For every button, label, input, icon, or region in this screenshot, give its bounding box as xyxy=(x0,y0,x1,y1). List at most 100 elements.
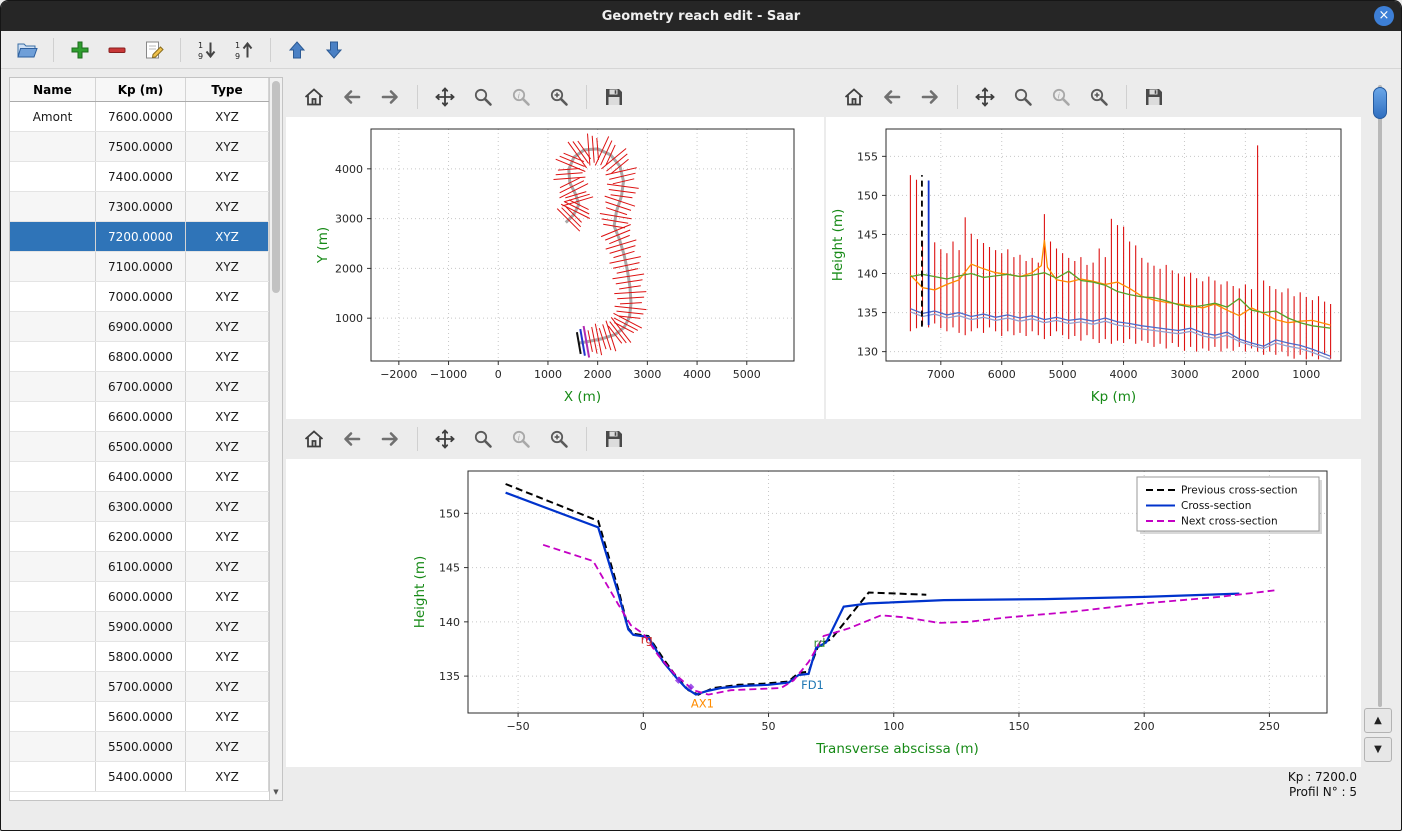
svg-text:155: 155 xyxy=(857,150,878,163)
open-file-icon[interactable] xyxy=(14,37,40,63)
table-row[interactable]: 5600.0000 XYZ xyxy=(10,702,269,732)
table-row[interactable]: 7400.0000 XYZ xyxy=(10,162,269,192)
table-scrollbar[interactable]: ▼ xyxy=(269,78,282,800)
cell-name xyxy=(10,522,96,551)
edit-cross-section-icon[interactable] xyxy=(141,37,167,63)
titlebar[interactable]: Geometry reach edit - Saar × xyxy=(1,1,1401,31)
cross-section-plot[interactable]: −50 0 50 100 150 200 250 135 140 145 150 rg AX1 rd FD1… xyxy=(286,459,1361,767)
cell-name xyxy=(10,732,96,761)
inspect-icon[interactable]: i xyxy=(508,84,534,110)
table-row[interactable]: 5400.0000 XYZ xyxy=(10,762,269,792)
table-row[interactable]: 5700.0000 XYZ xyxy=(10,672,269,702)
column-header-type[interactable]: Type xyxy=(186,78,269,101)
table-row[interactable]: 5900.0000 XYZ xyxy=(10,612,269,642)
zoom-rect-icon[interactable] xyxy=(1086,84,1112,110)
svg-text:4000: 4000 xyxy=(683,368,711,381)
svg-text:Height (m): Height (m) xyxy=(830,209,846,282)
svg-text:rg: rg xyxy=(641,633,653,647)
svg-text:2000: 2000 xyxy=(584,368,612,381)
svg-text:4000: 4000 xyxy=(335,163,363,176)
table-row[interactable]: 6200.0000 XYZ xyxy=(10,522,269,552)
save-icon[interactable] xyxy=(601,426,627,452)
table-row[interactable]: 7000.0000 XYZ xyxy=(10,282,269,312)
zoom-icon[interactable] xyxy=(470,426,496,452)
save-icon[interactable] xyxy=(601,84,627,110)
profile-position-slider[interactable] xyxy=(1372,85,1388,707)
table-row[interactable]: 6100.0000 XYZ xyxy=(10,552,269,582)
column-header-name[interactable]: Name xyxy=(10,78,96,101)
home-icon[interactable] xyxy=(841,84,867,110)
cell-kp: 6300.0000 xyxy=(96,492,186,521)
column-header-kp[interactable]: Kp (m) xyxy=(96,78,186,101)
move-up-icon[interactable] xyxy=(284,37,310,63)
table-row[interactable]: Amont 7600.0000 XYZ xyxy=(10,102,269,132)
plan-view-plot[interactable]: −2000 −1000 0 1000 2000 3000 4000 5000 1000 2000 3… xyxy=(286,117,824,419)
table-row[interactable]: 6600.0000 XYZ xyxy=(10,402,269,432)
zoom-icon[interactable] xyxy=(470,84,496,110)
table-scroll-down-button[interactable]: ▼ xyxy=(273,788,279,796)
home-icon[interactable] xyxy=(301,426,327,452)
slider-track[interactable] xyxy=(1378,85,1382,707)
svg-text:150: 150 xyxy=(1008,720,1029,733)
table-row[interactable]: 7100.0000 XYZ xyxy=(10,252,269,282)
table-row[interactable]: 6900.0000 XYZ xyxy=(10,312,269,342)
table-row[interactable]: 7300.0000 XYZ xyxy=(10,192,269,222)
table-row[interactable]: 6500.0000 XYZ xyxy=(10,432,269,462)
zoom-rect-icon[interactable] xyxy=(546,84,572,110)
pan-icon[interactable] xyxy=(972,84,998,110)
table-row[interactable]: 7200.0000 XYZ xyxy=(10,222,269,252)
pan-icon[interactable] xyxy=(432,84,458,110)
table-row[interactable]: 7500.0000 XYZ xyxy=(10,132,269,162)
previous-profile-button[interactable]: ▲ xyxy=(1364,708,1392,733)
save-icon[interactable] xyxy=(1141,84,1167,110)
svg-text:−50: −50 xyxy=(506,720,529,733)
table-row[interactable]: 6800.0000 XYZ xyxy=(10,342,269,372)
home-icon[interactable] xyxy=(301,84,327,110)
toolbar-separator xyxy=(53,37,54,62)
forward-icon[interactable] xyxy=(917,84,943,110)
svg-text:135: 135 xyxy=(439,670,460,683)
svg-text:140: 140 xyxy=(857,268,878,281)
move-down-icon[interactable] xyxy=(321,37,347,63)
plan-figure: −2000 −1000 0 1000 2000 3000 4000 5000 1000 2000 3… xyxy=(286,117,824,419)
inspect-icon[interactable]: i xyxy=(508,426,534,452)
table-row[interactable]: 6300.0000 XYZ xyxy=(10,492,269,522)
table-scrollbar-thumb[interactable] xyxy=(272,81,280,293)
cell-kp: 5500.0000 xyxy=(96,732,186,761)
cell-name xyxy=(10,462,96,491)
pan-icon[interactable] xyxy=(432,426,458,452)
back-icon[interactable] xyxy=(879,84,905,110)
svg-text:9: 9 xyxy=(198,52,203,61)
cell-kp: 7300.0000 xyxy=(96,192,186,221)
forward-icon[interactable] xyxy=(377,426,403,452)
back-icon[interactable] xyxy=(339,84,365,110)
table-row[interactable]: 6400.0000 XYZ xyxy=(10,462,269,492)
close-icon[interactable]: × xyxy=(1374,6,1394,26)
cell-kp: 6800.0000 xyxy=(96,342,186,371)
profile-view-plot[interactable]: 7000 6000 5000 4000 3000 2000 1000 130 135 140 145… xyxy=(826,117,1361,419)
next-profile-button[interactable]: ▼ xyxy=(1364,737,1392,762)
cell-kp: 6600.0000 xyxy=(96,402,186,431)
cell-kp: 6000.0000 xyxy=(96,582,186,611)
zoom-rect-icon[interactable] xyxy=(546,426,572,452)
table-row[interactable]: 5800.0000 XYZ xyxy=(10,642,269,672)
table-row[interactable]: 6700.0000 XYZ xyxy=(10,372,269,402)
back-icon[interactable] xyxy=(339,426,365,452)
svg-text:Cross-section: Cross-section xyxy=(1181,500,1251,512)
cell-name xyxy=(10,342,96,371)
add-cross-section-icon[interactable] xyxy=(67,37,93,63)
slider-thumb[interactable] xyxy=(1373,87,1387,119)
forward-icon[interactable] xyxy=(377,84,403,110)
table-row[interactable]: 5500.0000 XYZ xyxy=(10,732,269,762)
table-row[interactable]: 6000.0000 XYZ xyxy=(10,582,269,612)
remove-cross-section-icon[interactable] xyxy=(104,37,130,63)
svg-text:135: 135 xyxy=(857,307,878,320)
inspect-icon[interactable]: i xyxy=(1048,84,1074,110)
toolbar-separator xyxy=(957,85,958,109)
cell-kp: 7200.0000 xyxy=(96,222,186,251)
cell-type: XYZ xyxy=(186,522,269,551)
zoom-icon[interactable] xyxy=(1010,84,1036,110)
